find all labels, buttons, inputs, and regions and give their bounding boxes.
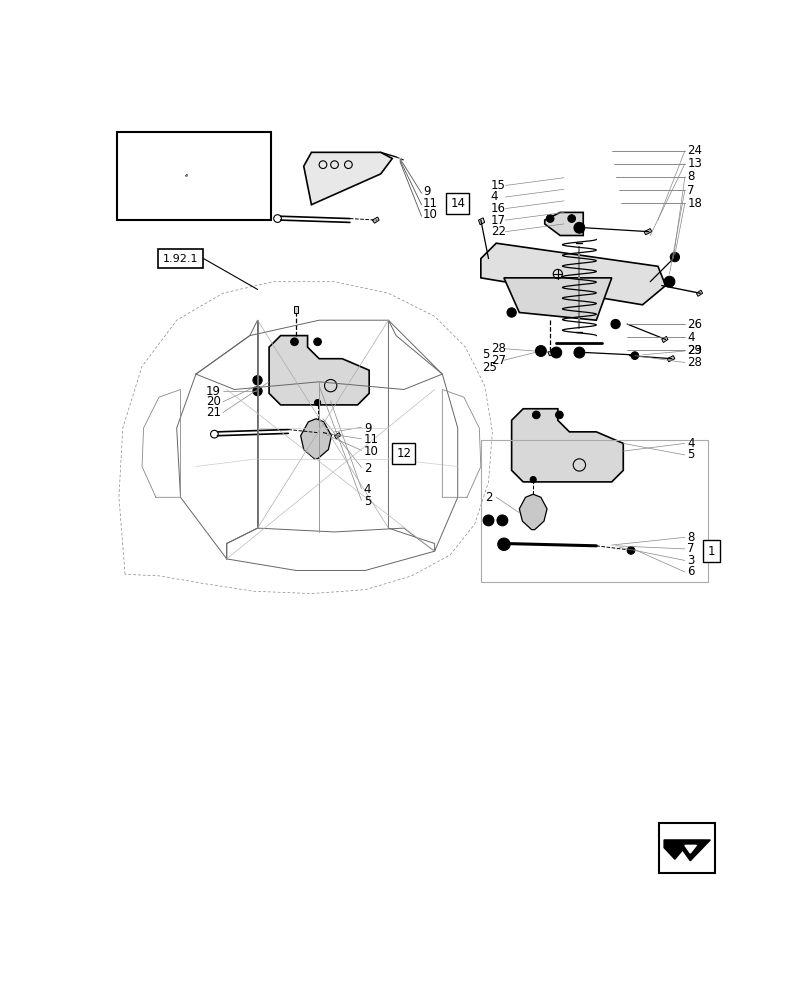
Text: 23: 23 [686, 344, 702, 357]
Text: 1.92.1: 1.92.1 [162, 254, 198, 264]
Circle shape [534, 346, 546, 356]
Bar [659, 823, 714, 873]
Text: 29: 29 [686, 344, 702, 358]
Circle shape [497, 538, 509, 550]
Text: 2: 2 [484, 491, 491, 504]
Text: 4: 4 [686, 437, 694, 450]
Circle shape [573, 347, 584, 358]
Polygon shape [334, 433, 341, 439]
Polygon shape [300, 419, 331, 459]
Polygon shape [519, 494, 547, 530]
Circle shape [496, 515, 507, 526]
Text: 26: 26 [686, 318, 702, 331]
Circle shape [314, 400, 320, 406]
Polygon shape [661, 336, 667, 343]
Text: 20: 20 [206, 395, 221, 408]
Text: 1: 1 [707, 545, 714, 558]
Circle shape [610, 319, 620, 329]
Polygon shape [544, 212, 582, 235]
Circle shape [546, 215, 553, 222]
Text: 2: 2 [363, 462, 371, 475]
Polygon shape [314, 430, 320, 436]
Text: 22: 22 [490, 225, 505, 238]
Circle shape [252, 386, 262, 396]
Text: 25: 25 [482, 361, 496, 374]
Polygon shape [511, 409, 623, 482]
Circle shape [669, 252, 679, 262]
Text: 19: 19 [206, 385, 221, 398]
Circle shape [252, 376, 262, 385]
Bar [118, 132, 271, 220]
Polygon shape [684, 845, 696, 853]
Text: 12: 12 [396, 447, 411, 460]
Text: 5: 5 [482, 348, 489, 361]
Text: 10: 10 [363, 445, 378, 458]
Polygon shape [294, 306, 298, 312]
Circle shape [550, 347, 561, 358]
Polygon shape [480, 243, 665, 305]
Polygon shape [268, 336, 369, 405]
Polygon shape [667, 356, 674, 362]
Circle shape [573, 222, 584, 233]
Text: 17: 17 [490, 214, 505, 227]
Text: 13: 13 [686, 157, 702, 170]
Circle shape [663, 276, 674, 287]
Text: 28: 28 [490, 342, 505, 355]
Circle shape [532, 411, 539, 419]
Circle shape [290, 338, 298, 346]
Text: 4: 4 [686, 331, 694, 344]
Circle shape [567, 215, 575, 222]
Circle shape [626, 547, 634, 554]
Text: 16: 16 [490, 202, 505, 215]
Circle shape [530, 477, 535, 483]
Text: 8: 8 [686, 170, 693, 183]
Text: 15: 15 [490, 179, 505, 192]
Text: 11: 11 [363, 433, 378, 446]
Text: 21: 21 [206, 406, 221, 419]
Circle shape [630, 352, 638, 359]
Polygon shape [303, 152, 392, 205]
Text: 11: 11 [423, 197, 438, 210]
Text: 7: 7 [686, 542, 694, 555]
Polygon shape [643, 229, 651, 235]
Text: 9: 9 [363, 422, 371, 434]
Text: 8: 8 [686, 531, 693, 544]
Text: 18: 18 [686, 197, 702, 210]
Text: 28: 28 [686, 356, 702, 369]
Polygon shape [696, 290, 702, 296]
Circle shape [506, 308, 516, 317]
Polygon shape [371, 217, 379, 223]
Text: 4: 4 [490, 190, 498, 204]
Text: 7: 7 [686, 184, 694, 197]
Circle shape [313, 338, 321, 346]
Circle shape [672, 255, 676, 259]
Bar [480, 440, 707, 582]
Text: 10: 10 [423, 208, 437, 221]
Text: 6: 6 [686, 565, 694, 578]
Circle shape [483, 515, 493, 526]
Text: 5: 5 [686, 448, 693, 461]
Text: 27: 27 [490, 354, 505, 367]
Polygon shape [663, 840, 710, 861]
Text: 14: 14 [449, 197, 465, 210]
Text: 3: 3 [686, 554, 693, 567]
Text: 24: 24 [686, 144, 702, 157]
Polygon shape [478, 218, 484, 225]
Text: 4: 4 [363, 483, 371, 496]
Circle shape [555, 411, 563, 419]
Text: 9: 9 [423, 185, 430, 198]
Text: 5: 5 [363, 495, 371, 508]
Polygon shape [504, 278, 611, 320]
Polygon shape [547, 352, 551, 356]
